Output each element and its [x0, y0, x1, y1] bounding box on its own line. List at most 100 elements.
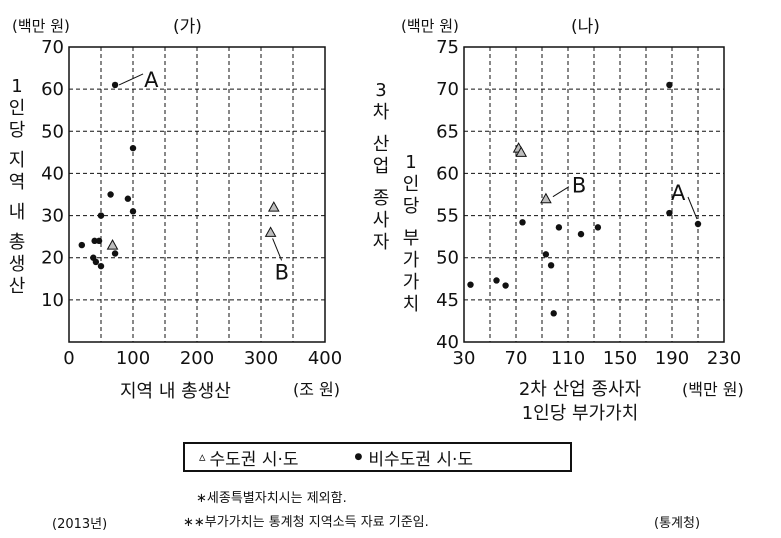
dot-marker: [666, 81, 673, 89]
dot-marker: [666, 209, 673, 217]
annotation-leader: [272, 238, 283, 261]
legend: ▵ 수도권 시·도 ● 비수도권 시·도: [183, 442, 572, 472]
y-tick-label: 70: [41, 37, 64, 58]
dot-marker: [547, 262, 555, 269]
dot-marker: [92, 258, 100, 266]
plot-frame: [463, 46, 725, 343]
dot-marker: [577, 230, 585, 238]
panel-ga: 10 20 30 40 50 60 70 0 100 200 300 400 A B: [41, 37, 342, 369]
plot-frame: [68, 46, 326, 343]
panel-ga-x-unit: (조 원): [293, 380, 341, 399]
dot-marker: [107, 191, 114, 198]
y-label-char: 1: [11, 76, 23, 97]
y-tick-label: 40: [436, 332, 459, 353]
triangle-marker: [515, 146, 528, 157]
y-tick-label: 30: [41, 206, 64, 227]
panel-ga-title: (가): [173, 17, 202, 37]
y-label-char: 당: [402, 196, 420, 217]
x-tick-label: 0: [63, 348, 74, 369]
y-label-char: 지: [8, 150, 26, 171]
x-tick-label: 190: [655, 348, 689, 369]
dot-marker: [129, 208, 137, 215]
y-tick-label: 60: [436, 163, 459, 184]
dot-marker: [694, 220, 702, 228]
y-label-gap: [401, 218, 421, 228]
panel-ga-x-label: 지역 내 총생산: [120, 381, 231, 402]
y-label-char: 1: [405, 152, 417, 173]
x-tick-label: 150: [603, 348, 637, 369]
dot-marker: [493, 277, 500, 284]
triangle-marker: [106, 239, 119, 250]
dot-marker: [124, 195, 132, 202]
y-label-char: 차: [372, 102, 390, 123]
y-label-char: 3: [375, 80, 387, 101]
x-tick-label: 230: [707, 348, 741, 369]
annotation-leader: [118, 73, 144, 86]
triangle-marker: [267, 201, 280, 212]
footnote-sejong: ∗세종특별자치시는 제외함.: [196, 491, 347, 506]
y-tick-label: 70: [436, 79, 459, 100]
dot-marker: [97, 212, 105, 219]
triangle-marker-icon: ▵: [199, 449, 206, 465]
annotation-leader: [687, 196, 698, 220]
x-tick-label: 30: [453, 348, 476, 369]
annotation-leader: [552, 186, 570, 198]
triangle-marker: [264, 226, 277, 237]
dot-marker: [550, 310, 557, 317]
y-tick-label: 65: [436, 121, 459, 142]
y-label-char: 내: [8, 202, 26, 223]
y-label-char: [7, 194, 27, 202]
y-label-char: [7, 142, 27, 150]
x-tick-label: 200: [180, 348, 214, 369]
dot-marker: [555, 224, 563, 231]
annotation-label: A: [144, 68, 159, 92]
annotation-label: B: [275, 260, 289, 284]
y-label-char: 산: [8, 276, 26, 297]
dot-marker: [91, 237, 98, 245]
y-label-char: 인: [402, 174, 420, 195]
y-label-char: 업: [372, 156, 390, 177]
panel-na-x-unit: (백만 원): [682, 380, 744, 399]
y-label-char: 자: [372, 232, 390, 253]
annotation-label: B: [572, 174, 586, 198]
annotation-label: A: [671, 181, 686, 205]
source-label: (통계청): [654, 516, 701, 531]
y-label-char: 부: [402, 228, 420, 249]
panel-ga-y-unit: (백만 원): [12, 17, 70, 35]
legend-item-non-capital: ● 비수도권 시·도: [355, 445, 474, 470]
y-tick-label: 40: [41, 163, 64, 184]
y-label-char: 치: [402, 294, 420, 315]
panel-na-x-label: 2차 산업 종사자 1인당 부가가치: [475, 378, 685, 426]
y-label-char: 사: [372, 210, 390, 231]
x-tick-label: 110: [551, 348, 585, 369]
y-label-char: [7, 224, 27, 232]
y-label-char: 가: [402, 272, 420, 293]
y-label-char: 인: [8, 98, 26, 119]
x-label-line: 2차 산업 종사자: [518, 379, 642, 400]
x-tick-label: 300: [244, 348, 278, 369]
dot-marker: [97, 262, 105, 270]
y-label-gap: [371, 178, 391, 188]
panel-na-y-unit: (백만 원): [401, 17, 459, 35]
dot-marker: [129, 144, 137, 152]
y-tick-label: 55: [436, 206, 459, 227]
footnote-value-added: ∗∗부가가치는 통계청 지역소득 자료 기준임.: [183, 515, 429, 530]
panel-na: 40 45 50 55 60 65 70 75 30 70 110 150 190 230 B A: [436, 37, 741, 369]
y-label-char: 역: [8, 172, 26, 193]
x-label-line: 1인당 부가가치: [521, 403, 639, 424]
legend-label-non-capital: 비수도권 시·도: [368, 449, 474, 470]
x-tick-label: 70: [505, 348, 528, 369]
y-label-char: 가: [402, 250, 420, 271]
y-label-char: 종: [372, 188, 390, 209]
dot-marker: [542, 251, 550, 258]
y-label-char: 생: [8, 254, 26, 275]
y-tick-label: 50: [41, 121, 64, 142]
x-tick-label: 400: [308, 348, 342, 369]
dot-marker-icon: ●: [354, 452, 363, 462]
x-tick-label: 100: [116, 348, 150, 369]
y-tick-label: 10: [41, 290, 64, 311]
dot-marker: [111, 81, 119, 89]
